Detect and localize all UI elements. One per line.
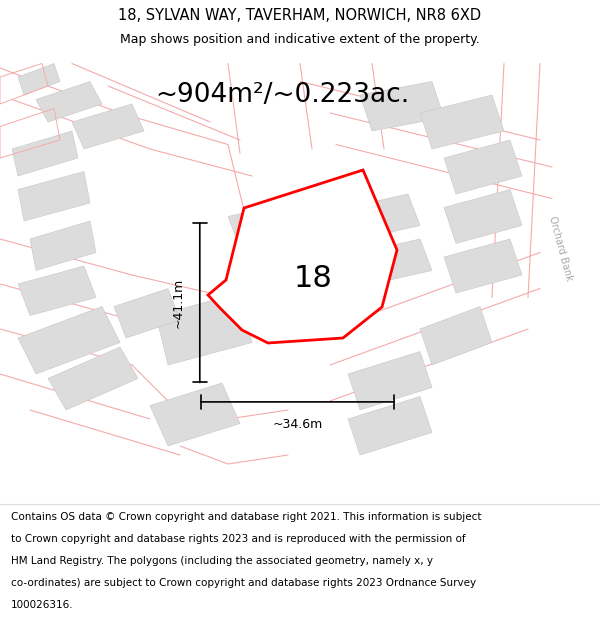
Polygon shape [444, 140, 522, 194]
Text: 18: 18 [294, 264, 333, 293]
Polygon shape [18, 64, 60, 95]
Polygon shape [36, 81, 102, 122]
Polygon shape [208, 170, 397, 343]
Text: ~904m²/~0.223ac.: ~904m²/~0.223ac. [155, 81, 409, 107]
Text: 100026316.: 100026316. [11, 600, 73, 610]
Polygon shape [348, 194, 420, 239]
Text: co-ordinates) are subject to Crown copyright and database rights 2023 Ordnance S: co-ordinates) are subject to Crown copyr… [11, 578, 476, 588]
Polygon shape [12, 131, 78, 176]
Polygon shape [18, 171, 90, 221]
Text: ~41.1m: ~41.1m [172, 278, 185, 328]
Text: to Crown copyright and database rights 2023 and is reproduced with the permissio: to Crown copyright and database rights 2… [11, 534, 466, 544]
Text: Map shows position and indicative extent of the property.: Map shows position and indicative extent… [120, 32, 480, 46]
Polygon shape [114, 289, 180, 338]
Polygon shape [348, 396, 432, 455]
Polygon shape [348, 351, 432, 410]
Polygon shape [420, 95, 504, 149]
Polygon shape [360, 239, 432, 284]
Text: ~34.6m: ~34.6m [272, 418, 323, 431]
Polygon shape [444, 239, 522, 293]
Polygon shape [30, 221, 96, 271]
Polygon shape [18, 266, 96, 316]
Polygon shape [48, 347, 138, 410]
Text: Orchard Bank: Orchard Bank [548, 214, 574, 281]
Text: 18, SYLVAN WAY, TAVERHAM, NORWICH, NR8 6XD: 18, SYLVAN WAY, TAVERHAM, NORWICH, NR8 6… [118, 8, 482, 22]
Text: Contains OS data © Crown copyright and database right 2021. This information is : Contains OS data © Crown copyright and d… [11, 512, 481, 522]
Polygon shape [228, 203, 300, 248]
Polygon shape [18, 306, 120, 374]
Polygon shape [156, 293, 252, 365]
Polygon shape [252, 244, 312, 284]
Text: HM Land Registry. The polygons (including the associated geometry, namely x, y: HM Land Registry. The polygons (includin… [11, 556, 433, 566]
Polygon shape [420, 306, 492, 365]
Polygon shape [72, 104, 144, 149]
Polygon shape [360, 81, 444, 131]
Polygon shape [150, 383, 240, 446]
Polygon shape [444, 189, 522, 244]
